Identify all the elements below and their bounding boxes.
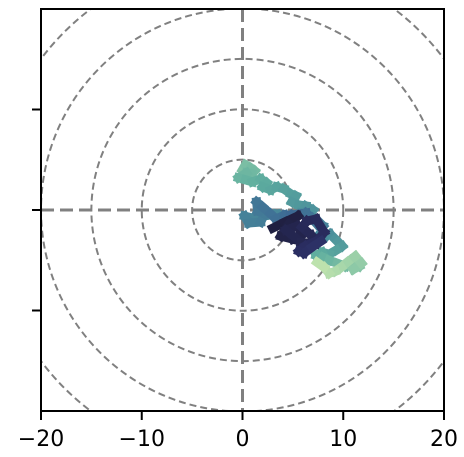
- trajectory-segment: [310, 255, 331, 274]
- trajectory-series: [232, 158, 368, 280]
- x-tick-label: 0: [236, 427, 250, 452]
- y-axis: [32, 108, 41, 312]
- x-tick-label: 20: [430, 427, 458, 452]
- x-tick-label: −10: [119, 427, 165, 452]
- trajectory-segment: [305, 234, 328, 254]
- x-tick-label: −20: [18, 427, 64, 452]
- crosshair: [41, 9, 444, 411]
- x-tick-label: 10: [329, 427, 357, 452]
- x-axis: −20 −10 0 10 20: [18, 411, 458, 452]
